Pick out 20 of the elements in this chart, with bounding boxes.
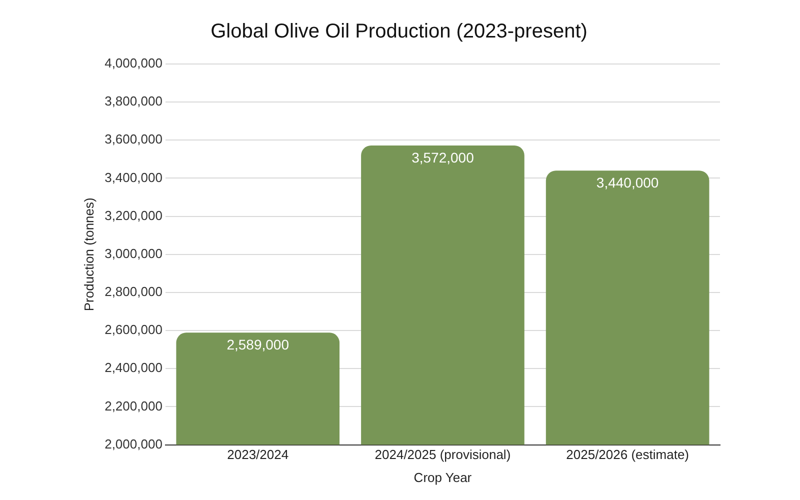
data-label: 3,440,000 <box>596 174 659 190</box>
data-label: 3,572,000 <box>412 149 474 166</box>
x-axis-title: Crop Year <box>414 470 472 485</box>
x-tick-label: 2025/2026 (estimate) <box>566 447 689 462</box>
y-tick-label: 3,200,000 <box>104 208 162 223</box>
y-tick-label: 2,400,000 <box>104 360 162 376</box>
y-tick-label: 2,600,000 <box>104 322 162 338</box>
y-tick-label: 3,600,000 <box>104 132 162 147</box>
y-tick-label: 3,000,000 <box>104 246 162 261</box>
y-tick-label: 3,400,000 <box>104 170 162 185</box>
y-axis-title: Production (tonnes) <box>81 198 96 312</box>
y-tick-label: 2,800,000 <box>104 284 162 300</box>
y-tick-label: 3,800,000 <box>104 94 162 109</box>
data-label: 2,589,000 <box>226 336 290 353</box>
y-tick-label: 2,200,000 <box>104 398 162 414</box>
x-tick-label: 2023/2024 <box>227 447 289 462</box>
chart-title: Global Olive Oil Production (2023-present) <box>210 20 588 43</box>
y-tick-label: 2,000,000 <box>104 436 162 452</box>
x-tick-label: 2024/2025 (provisional) <box>374 447 511 462</box>
y-tick-label: 4,000,000 <box>104 56 162 71</box>
